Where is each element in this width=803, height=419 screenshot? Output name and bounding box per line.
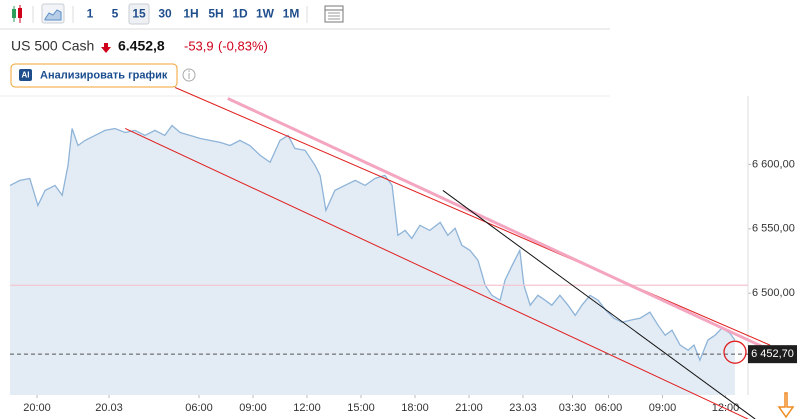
ai-badge: AI: [22, 71, 30, 80]
trend-line: [227, 97, 771, 352]
x-tick-label: 15:00: [347, 402, 375, 414]
x-tick-label: 20.03: [95, 402, 123, 414]
selected-timeframe-box: [128, 3, 150, 25]
ai-label: Анализировать график: [40, 69, 168, 81]
x-tick-label: 18:00: [401, 402, 429, 414]
x-tick-label: 23.03: [509, 402, 537, 414]
chart: Investing.com6 500,006 550,006 600,0020:…: [0, 87, 797, 419]
down-arrow: [101, 43, 111, 53]
last-price-box: [748, 345, 797, 364]
x-tick-label: 06:00: [185, 402, 213, 414]
area-icon[interactable]: [41, 3, 65, 24]
x-tick-label: 03:30: [559, 402, 587, 414]
trend-line: [174, 87, 771, 346]
candle-icon[interactable]: [12, 5, 22, 23]
last-price-label: 6 452,70: [751, 348, 794, 360]
instrument-price: 6.452,8: [118, 38, 165, 54]
highlight-circle: [723, 340, 747, 364]
ai-button[interactable]: AI Анализировать график: [10, 63, 178, 88]
x-tick-label: 12:00: [293, 402, 321, 414]
y-tick-label: 6 550,00: [752, 223, 795, 235]
x-tick-label: 09:00: [239, 402, 267, 414]
instrument-change-pct: (-0,83%): [218, 38, 268, 53]
trend-line: [124, 128, 749, 419]
area-fill: [10, 125, 735, 395]
timeframe-button[interactable]: 1: [87, 7, 94, 21]
price-line: [9, 124, 736, 362]
info-icon[interactable]: [182, 68, 196, 82]
timeframe-button[interactable]: 1W: [256, 7, 275, 21]
timeframes: 1 5 15 30 1H 5H 1D 1W 1M: [87, 7, 300, 21]
trend-line: [442, 190, 756, 419]
scroll-arrow[interactable]: [777, 392, 795, 419]
instrument-change: -53,9: [184, 38, 214, 53]
x-tick-label: 20:00: [23, 402, 51, 414]
y-tick-label: 6 600,00: [752, 158, 795, 170]
timeframe-button[interactable]: 1H: [183, 7, 198, 21]
timeframe-button[interactable]: 5: [112, 7, 119, 21]
x-tick-label: 09:00: [649, 402, 677, 414]
instrument-name: US 500 Cash: [11, 38, 94, 54]
x-tick-label: 06:00: [595, 402, 623, 414]
timeframe-button[interactable]: 30: [158, 7, 172, 21]
timeframe-button[interactable]: 15: [132, 7, 146, 21]
timeframe-button[interactable]: 1M: [283, 7, 300, 21]
y-tick-label: 6 500,00: [752, 287, 795, 299]
x-tick-label: 21:00: [455, 402, 483, 414]
timeframe-button[interactable]: 1D: [232, 7, 248, 21]
table-icon[interactable]: [324, 5, 344, 23]
toolbar: 1 5 15 30 1H 5H 1D 1W 1M: [0, 3, 610, 30]
timeframe-button[interactable]: 5H: [208, 7, 223, 21]
